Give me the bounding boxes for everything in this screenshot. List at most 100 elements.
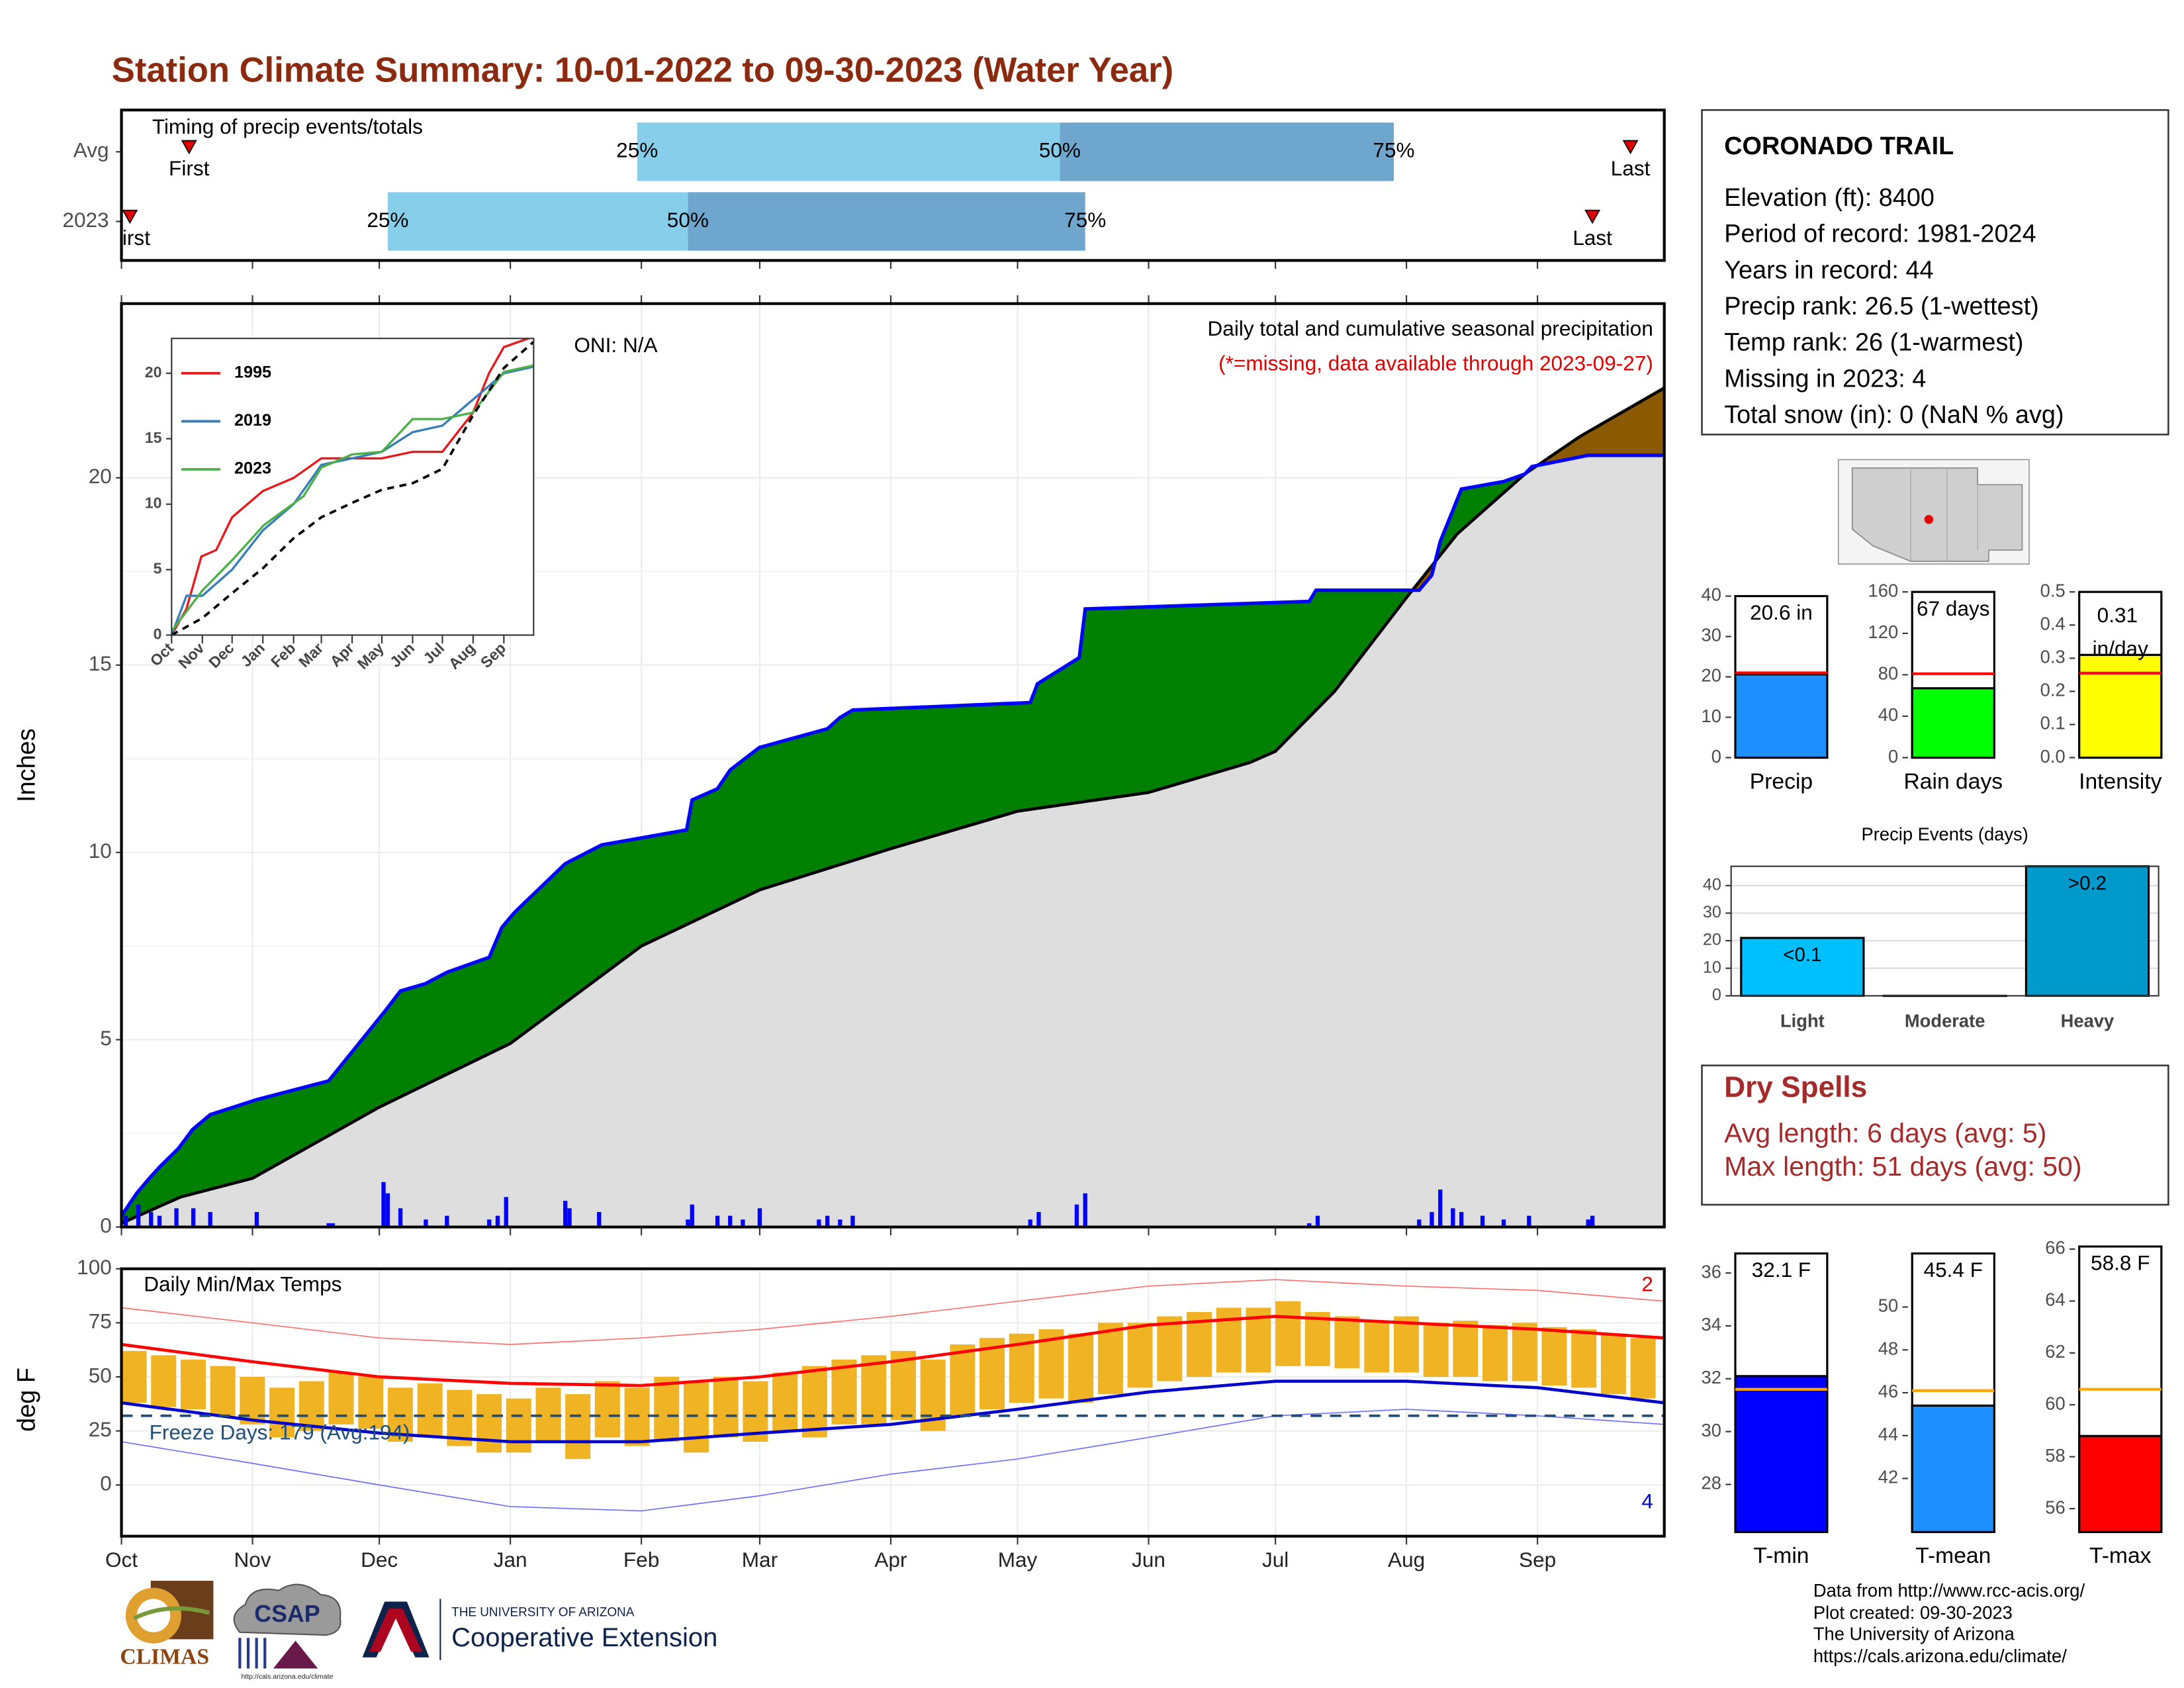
- x-tick-label: T-mean: [1915, 1544, 1991, 1568]
- bar: [1734, 1375, 1829, 1533]
- y-tick-label: 32: [1702, 1367, 1721, 1387]
- daily-precip-bar: [817, 1219, 821, 1227]
- station-line: Years in record: 44: [1724, 256, 1933, 284]
- value-label: 67 days: [1917, 596, 1990, 620]
- timeline-plot: Timing of precip events/totals 25% 50% 75% F…: [110, 115, 1651, 251]
- y-tick-label: 20: [1703, 931, 1721, 949]
- x-tick-label: Rain days: [1903, 769, 2003, 794]
- daily-temp-bar: [210, 1366, 236, 1416]
- daily-temp-bar: [298, 1381, 324, 1431]
- daily-precip-bar: [1501, 1219, 1506, 1227]
- page-title: Station Climate Summary: 10-01-2022 to 0…: [112, 50, 1173, 89]
- y-tick-label: 0.4: [2040, 613, 2066, 633]
- logo-text: CSAP: [254, 1601, 320, 1627]
- daily-precip-bar: [1028, 1219, 1032, 1227]
- oni-annotation: ONI: N/A: [574, 333, 657, 357]
- line: [171, 364, 534, 632]
- daily-temp-bar: [269, 1387, 295, 1438]
- legend-label: 2023: [234, 459, 271, 478]
- y-axis-label: Inches: [13, 728, 41, 802]
- inset-plot: [171, 338, 534, 635]
- y-tick-label: 60: [2045, 1393, 2065, 1413]
- record-low-count: 4: [1641, 1489, 1653, 1513]
- average-line: [121, 386, 1664, 1225]
- daily-precip-bar: [1459, 1211, 1464, 1227]
- daily-precip-bar: [1417, 1219, 1422, 1227]
- dry-spells-box: [1701, 1064, 2169, 1206]
- daily-precip-bar: [254, 1211, 259, 1227]
- daily-temp-bar: [1275, 1301, 1301, 1366]
- y-tick-label: 56: [2045, 1497, 2065, 1517]
- y-tick-label: 48: [1878, 1338, 1898, 1358]
- y-tick-label: 44: [1878, 1424, 1898, 1444]
- event-marker: [1584, 209, 1601, 224]
- inset-border: [171, 338, 535, 636]
- normal-min-line: [121, 1380, 1664, 1444]
- y-tick-label: 75: [89, 1309, 112, 1333]
- panel-border: [120, 302, 1666, 1229]
- daily-precip-bar: [757, 1208, 762, 1227]
- station-line: Total snow (in): 0 (NaN % avg): [1724, 401, 2064, 429]
- daily-precip-bar: [1438, 1189, 1443, 1227]
- x-tick-label: Light: [1780, 1011, 1825, 1031]
- event-label: First: [110, 226, 151, 250]
- record-high-line: [121, 1279, 1664, 1345]
- event-label: Last: [1572, 226, 1612, 250]
- y-tick-label: 120: [1868, 622, 1899, 642]
- daily-precip-bar: [728, 1215, 733, 1227]
- y-tick-label: 30: [1702, 625, 1721, 645]
- station-line: Temp rank: 26 (1-warmest): [1724, 329, 2023, 357]
- dry-spells-line: Avg length: 6 days (avg: 5): [1724, 1118, 2046, 1149]
- daily-precip-bar: [715, 1215, 720, 1227]
- daily-temp-bar: [1453, 1321, 1479, 1377]
- y-tick-label: 30: [1702, 1420, 1721, 1440]
- daily-temp-bar: [1393, 1316, 1419, 1373]
- daily-temp-bar: [594, 1381, 620, 1438]
- daily-precip-bar: [563, 1200, 568, 1227]
- daily-precip-bar: [1036, 1211, 1041, 1227]
- dry-spells-line: Max length: 51 days (avg: 50): [1724, 1151, 2081, 1182]
- bar: [1740, 937, 1865, 997]
- x-tick-label: Jun: [1132, 1548, 1165, 1571]
- y-tick-label: 10: [1703, 958, 1721, 976]
- daily-precip-bar: [825, 1215, 830, 1227]
- value-label: 20.6 in: [1750, 600, 1813, 624]
- panel-title: Daily total and cumulative seasonal prec…: [1208, 316, 1653, 340]
- bar-annotation: >0.2: [2068, 872, 2107, 894]
- y-tick-label: 36: [1702, 1261, 1721, 1282]
- y-tick-label: 30: [1703, 903, 1721, 921]
- daily-precip-bar: [330, 1223, 336, 1227]
- x-tick-label: Heavy: [2061, 1011, 2115, 1031]
- quartile-label: 50%: [667, 208, 709, 232]
- footer-line: https://cals.arizona.edu/climate/: [1813, 1646, 2067, 1666]
- daily-temp-bar: [565, 1394, 591, 1460]
- y-tick-label: 0: [154, 626, 162, 643]
- logo-shape: [133, 1606, 210, 1620]
- dry-spells-title: Dry Spells: [1724, 1071, 1867, 1103]
- daily-precip-bar: [445, 1215, 449, 1227]
- daily-precip-bar: [191, 1208, 196, 1227]
- event-marker: [1622, 140, 1639, 155]
- value-label: 32.1 F: [1752, 1258, 1811, 1282]
- daily-temp-bar: [831, 1359, 857, 1425]
- daily-precip-bar: [1480, 1215, 1485, 1227]
- panel-border: [120, 1267, 1666, 1538]
- event-marker: [122, 209, 138, 224]
- y-tick-label: 80: [1878, 663, 1898, 684]
- daily-temp-bar: [861, 1355, 887, 1425]
- inset-panel: [171, 338, 534, 635]
- footer-line: The University of Arizona: [1813, 1623, 2015, 1644]
- x-tick-label: Nov: [234, 1548, 271, 1571]
- x-tick-label: Mar: [742, 1548, 778, 1571]
- x-tick-label: Dec: [361, 1548, 398, 1571]
- quartile-label: 25%: [367, 208, 408, 232]
- daily-temp-bar: [801, 1366, 827, 1438]
- y-tick-label: 0.2: [2040, 680, 2066, 700]
- average-area: [121, 455, 1664, 1227]
- y-tick-label: 0.1: [2040, 713, 2066, 733]
- logo-text: CLIMAS: [120, 1645, 209, 1669]
- ua-logo: THE UNIVERSITY OF ARIZONA Cooperative Ex…: [362, 1599, 717, 1660]
- logo-shape: [233, 1583, 341, 1636]
- normal-max-line: [121, 1315, 1664, 1387]
- csap-logo: CSAP http://cals.arizona.edu/climate: [233, 1583, 341, 1681]
